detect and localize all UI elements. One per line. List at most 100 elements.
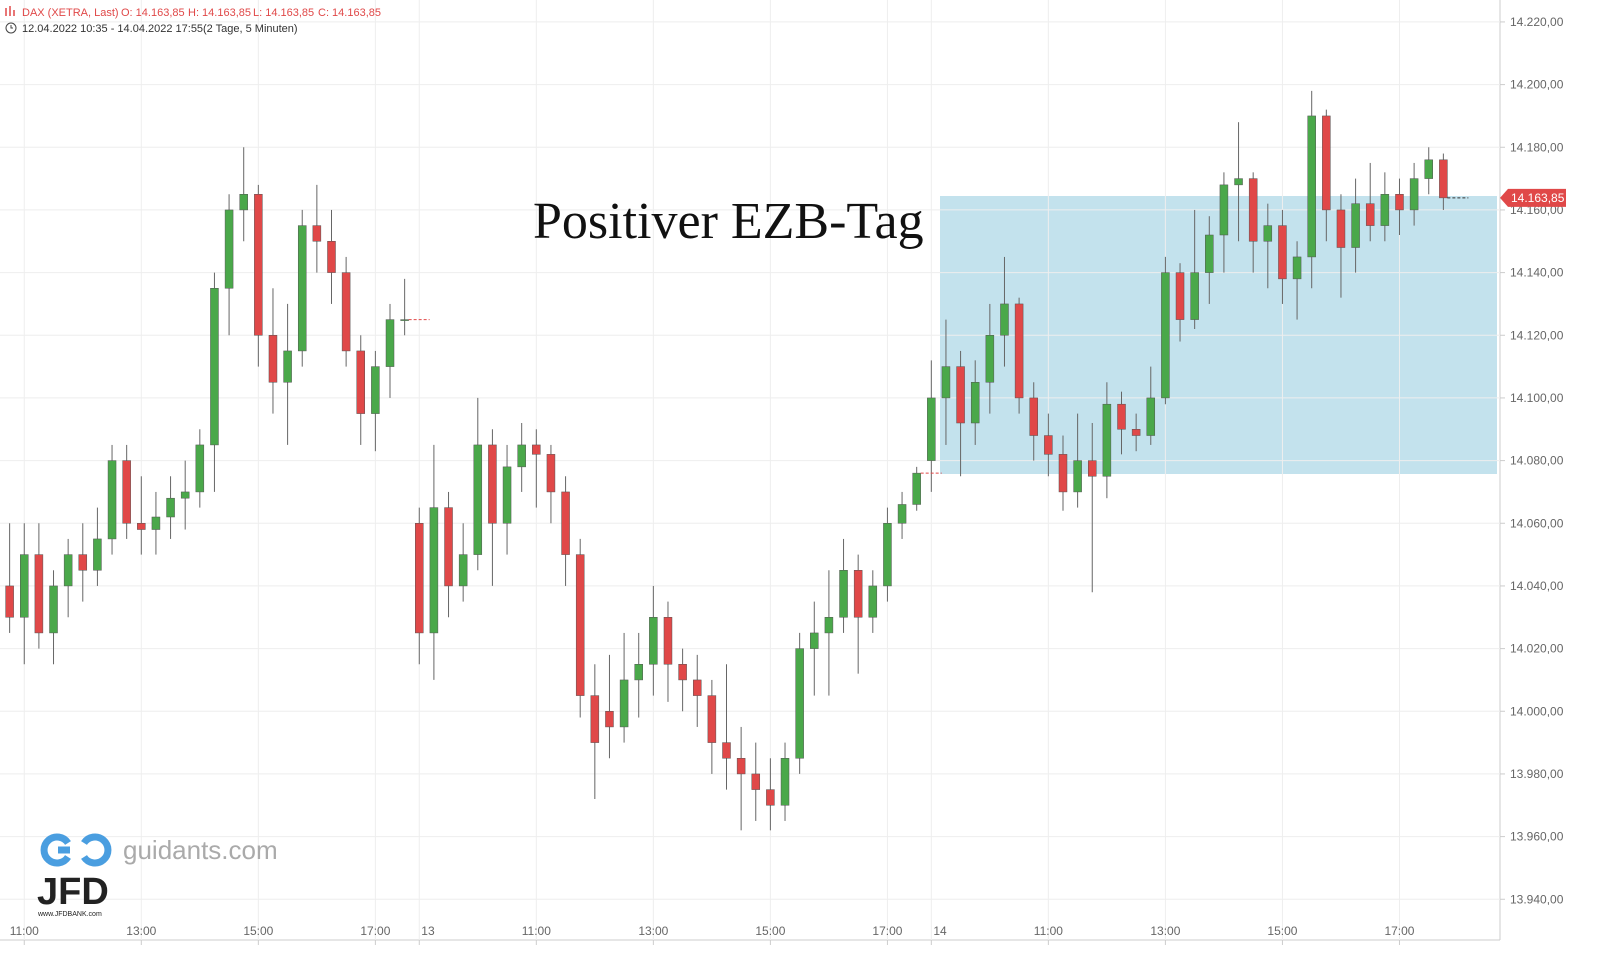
candle-body [722, 742, 731, 759]
candle-body [736, 758, 746, 775]
candle-body [283, 350, 292, 383]
candle-body [824, 617, 834, 634]
candle-body [1322, 115, 1331, 211]
x-tick-label: 13:00 [1150, 924, 1180, 938]
candle-body [663, 617, 673, 665]
logo-site: guidants.com [123, 835, 278, 865]
candle-body [1351, 203, 1360, 248]
candle-body [1073, 460, 1082, 493]
x-tick-label: 11:00 [522, 924, 551, 938]
candle-body [473, 444, 483, 555]
price-tag: 14.163,85 [1500, 188, 1566, 207]
candle-body [1219, 184, 1229, 236]
y-tick-label: 14.040,00 [1510, 579, 1564, 593]
candle-body [1131, 429, 1141, 436]
candle-body [327, 241, 336, 273]
candle-body [853, 570, 863, 618]
candle-body [1058, 454, 1068, 493]
candle-body [1146, 397, 1156, 436]
candle-body [590, 695, 600, 743]
candle-body [1292, 256, 1302, 280]
candle-body [49, 585, 58, 634]
candle-body [1102, 403, 1112, 477]
candle-body [356, 350, 365, 414]
candles [5, 90, 1469, 831]
x-tick-label: 13:00 [638, 924, 668, 938]
candle-body [810, 632, 819, 649]
candle-body [766, 789, 775, 806]
candle-body [341, 272, 351, 352]
candle-body [488, 444, 497, 524]
candle-body [985, 335, 995, 383]
y-tick-label: 13.940,00 [1510, 892, 1564, 906]
candle-body [707, 695, 717, 743]
logo-url: www.JFDBANK.com [37, 911, 102, 918]
clock-icon [5, 22, 17, 34]
symbol: DAX (XETRA, Last) [22, 7, 119, 19]
candle-body [239, 194, 248, 211]
y-tick-label: 14.060,00 [1510, 516, 1564, 530]
clock-hand [10, 25, 13, 29]
x-tick-label: 13:00 [126, 924, 156, 938]
candle-body [692, 679, 702, 696]
candle-body [385, 319, 395, 367]
y-tick-label: 14.120,00 [1510, 328, 1564, 342]
candle-body [34, 554, 44, 634]
candle-body [605, 711, 614, 728]
date-range: 12.04.2022 10:35 - 14.04.2022 17:55 [22, 23, 203, 35]
candle-body [195, 444, 205, 493]
candle-body [107, 460, 117, 540]
candle-body [254, 194, 263, 336]
candle-body [1117, 403, 1126, 430]
y-tick-label: 14.080,00 [1510, 454, 1564, 468]
y-tick-label: 14.000,00 [1510, 704, 1564, 718]
candle-body [1307, 115, 1316, 258]
logo-brand: JFD [37, 871, 109, 913]
candle-body [63, 554, 73, 587]
price-marker [1500, 188, 1566, 207]
annotation: Positiver EZB-Tag [533, 193, 924, 250]
candle-body [927, 397, 936, 461]
y-tick-label: 14.020,00 [1510, 642, 1564, 656]
logo: guidants.com JFD www.JFDBANK.com [37, 833, 278, 918]
x-tick-label: 15:00 [1267, 924, 1297, 938]
price-label: 14.163,85 [1511, 191, 1565, 205]
candle-body [912, 472, 921, 505]
candle-body [1278, 225, 1287, 280]
candle-body [751, 773, 761, 790]
candle-body [795, 648, 804, 759]
candle-body [1409, 178, 1419, 211]
candle-body [502, 466, 512, 524]
candle-body [224, 209, 234, 289]
ohlc-low: L: 14.163,85 [253, 7, 314, 19]
candle-body [839, 570, 848, 618]
candle-body [1395, 194, 1404, 211]
candle-body [956, 366, 965, 424]
symbol-icon [5, 6, 15, 16]
x-tick-label: 15:00 [243, 924, 273, 938]
y-tick-label: 14.140,00 [1510, 266, 1564, 280]
y-tick-label: 14.180,00 [1510, 140, 1564, 154]
candle-body [444, 507, 453, 587]
candle-body [883, 523, 892, 587]
candle-body [897, 504, 907, 524]
candle-body [268, 335, 278, 383]
x-tick-label: 14 [933, 924, 947, 938]
candle-body [297, 225, 307, 352]
candle-body [546, 454, 556, 493]
candle-body [458, 554, 468, 587]
candle-body [1248, 178, 1258, 242]
candle-body [166, 497, 175, 518]
candle-body [151, 516, 161, 530]
candle-body [678, 664, 687, 681]
candle-body [1263, 225, 1273, 242]
candle-body [1336, 209, 1346, 248]
candle-body [180, 491, 190, 499]
candle-body [619, 679, 629, 728]
candle-body [780, 758, 790, 806]
x-tick-label: 17:00 [1384, 924, 1414, 938]
candle-body [970, 382, 980, 424]
y-tick-label: 14.200,00 [1510, 78, 1564, 92]
candle-body [1000, 303, 1009, 336]
